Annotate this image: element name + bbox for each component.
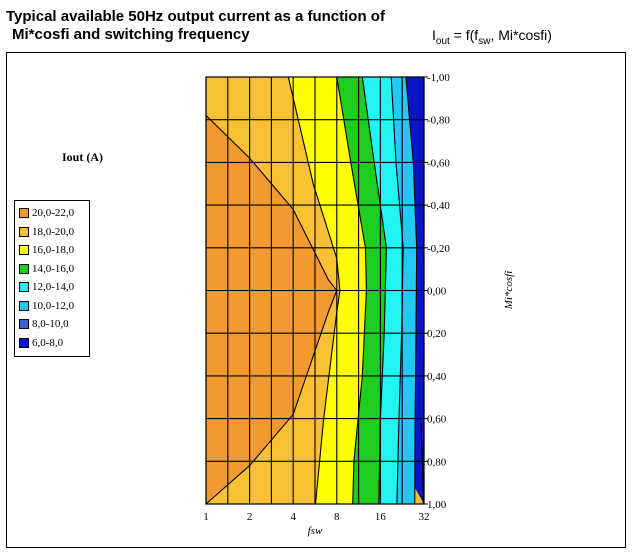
y-tick-label: -0,80 — [427, 115, 450, 127]
legend-item: 8,0-10,0 — [19, 315, 89, 334]
legend-item: 6,0-8,0 — [19, 334, 89, 353]
x-tick-label: 1 — [203, 511, 209, 523]
x-tick-label: 32 — [419, 511, 430, 523]
y-tick-label: 0,20 — [427, 328, 447, 340]
x-tick-label: 16 — [375, 511, 387, 523]
legend-item: 14,0-16,0 — [19, 260, 89, 279]
x-tick-label: 2 — [247, 511, 253, 523]
y-axis-label: Mi*cosfi — [503, 271, 515, 311]
y-tick-label: 0,60 — [427, 414, 447, 426]
y-tick-label: 0,00 — [427, 286, 447, 298]
legend-item: 18,0-20,0 — [19, 223, 89, 242]
legend-item: 16,0-18,0 — [19, 241, 89, 260]
legend-title: Iout (A) — [62, 150, 103, 165]
legend-label: 8,0-10,0 — [32, 318, 69, 330]
legend-swatch — [19, 245, 29, 255]
legend-label: 12,0-14,0 — [32, 281, 74, 293]
y-tick-label: 1,00 — [427, 499, 447, 511]
legend-swatch — [19, 227, 29, 237]
x-tick-label: 8 — [334, 511, 340, 523]
legend-swatch — [19, 338, 29, 348]
x-tick-label: 4 — [290, 511, 296, 523]
y-tick-label: 0,80 — [427, 456, 447, 468]
legend-label: 14,0-16,0 — [32, 263, 74, 275]
y-tick-label: 0,40 — [427, 371, 447, 383]
legend-item: 12,0-14,0 — [19, 278, 89, 297]
legend-label: 20,0-22,0 — [32, 207, 74, 219]
legend-item: 20,0-22,0 — [19, 204, 89, 223]
legend-label: 10,0-12,0 — [32, 300, 74, 312]
legend-swatch — [19, 208, 29, 218]
y-tick-label: -0,40 — [427, 200, 450, 212]
legend-label: 6,0-8,0 — [32, 337, 63, 349]
y-tick-label: -1,00 — [427, 72, 450, 84]
legend-swatch — [19, 301, 29, 311]
legend: 20,0-22,0 18,0-20,0 16,0-18,0 14,0-16,0 12,0… — [14, 200, 90, 357]
x-axis-label: fsw — [308, 525, 323, 537]
legend-swatch — [19, 319, 29, 329]
legend-swatch — [19, 282, 29, 292]
legend-swatch — [19, 264, 29, 274]
y-tick-label: -0,60 — [427, 157, 450, 169]
legend-item: 10,0-12,0 — [19, 297, 89, 316]
legend-label: 18,0-20,0 — [32, 226, 74, 238]
y-tick-label: -0,20 — [427, 243, 450, 255]
legend-label: 16,0-18,0 — [32, 244, 74, 256]
